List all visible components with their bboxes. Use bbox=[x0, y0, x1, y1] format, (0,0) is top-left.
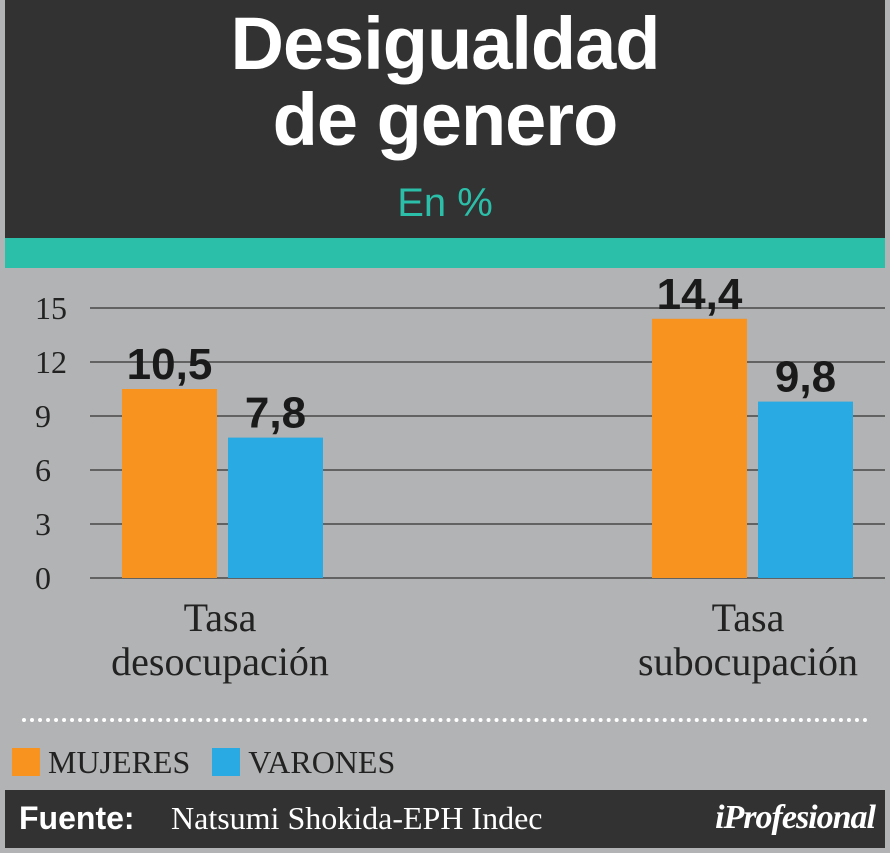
accent-band bbox=[5, 238, 885, 268]
brand-logo: iProfesional bbox=[715, 799, 876, 836]
y-tick-label: 15 bbox=[35, 290, 67, 326]
legend-label-varones: VARONES bbox=[248, 743, 396, 780]
y-tick-label: 6 bbox=[35, 452, 51, 488]
data-label: 10,5 bbox=[127, 340, 213, 389]
source-label: Fuente: bbox=[19, 800, 135, 836]
bar-chart: 0 3 6 9 12 15 10,5 14,4 7,8 9,8 bbox=[35, 270, 885, 596]
legend-swatch-varones bbox=[212, 748, 241, 776]
bar-mujeres bbox=[652, 318, 747, 578]
dotted-divider bbox=[22, 718, 868, 722]
category-label-text: Tasa desocupación bbox=[111, 595, 329, 684]
chart-subtitle: En % bbox=[397, 181, 493, 225]
chart-title: Desigualdad de genero bbox=[5, 6, 885, 158]
y-tick-label: 9 bbox=[35, 398, 51, 434]
bar-varones bbox=[758, 401, 853, 578]
source-text: Natsumi Shokida-EPH Indec bbox=[171, 800, 543, 836]
data-label: 14,4 bbox=[657, 270, 743, 319]
bar-varones bbox=[228, 437, 323, 578]
y-tick-label: 0 bbox=[35, 560, 51, 596]
legend-item-varones: VARONES bbox=[212, 744, 395, 781]
category-label-desocupacion: Tasa desocupación bbox=[70, 596, 370, 684]
legend-label-mujeres: MUJERES bbox=[48, 743, 191, 780]
legend-swatch-mujeres bbox=[12, 748, 40, 776]
legend-item-mujeres: MUJERES bbox=[12, 744, 190, 781]
data-label: 7,8 bbox=[245, 389, 306, 438]
data-label: 9,8 bbox=[775, 353, 836, 402]
y-tick-label: 12 bbox=[35, 344, 67, 380]
category-label-subocupacion: Tasa subocupación bbox=[598, 596, 890, 684]
footer: Fuente: Natsumi Shokida-EPH Indec iProfe… bbox=[5, 790, 885, 848]
bar-mujeres bbox=[122, 389, 217, 578]
title-line-2: de genero bbox=[272, 78, 619, 161]
header: Desigualdad de genero En % bbox=[5, 0, 885, 238]
legend: MUJERES VARONES bbox=[12, 742, 417, 782]
title-line-1: Desigualdad bbox=[230, 2, 661, 85]
category-label-text: Tasa subocupación bbox=[638, 595, 858, 684]
plot-area: 0 3 6 9 12 15 10,5 14,4 7,8 9,8 bbox=[5, 268, 885, 708]
y-tick-label: 3 bbox=[35, 506, 51, 542]
